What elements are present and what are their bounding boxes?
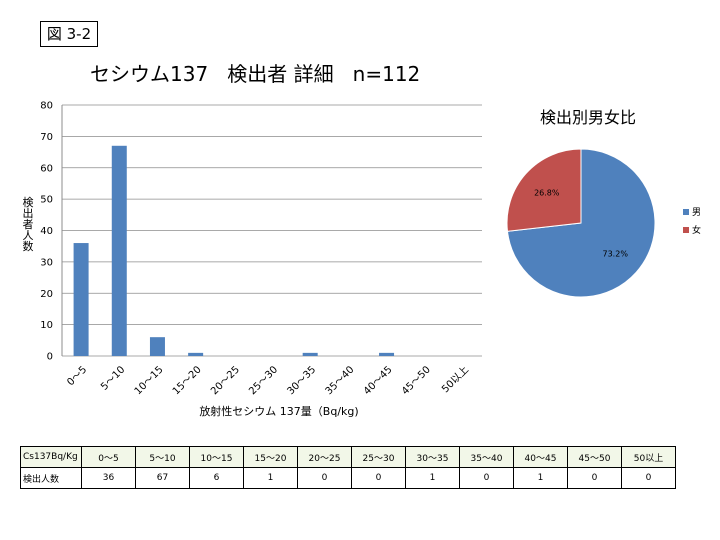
table-cell: 0 (459, 467, 514, 489)
table-cell: 0 (297, 467, 352, 489)
table-cell: 0 (567, 467, 622, 489)
pie-data-label: 26.8% (534, 188, 560, 197)
bar (149, 337, 165, 356)
pie-chart: 73.2% 26.8% 男女 (506, 148, 701, 298)
table-cell: 67 (135, 467, 190, 489)
table-cell: 0 (621, 467, 676, 489)
table-cell: 1 (513, 467, 568, 489)
table-header-label: Cs137Bq/Kg (20, 446, 82, 468)
table-header-cell: 25～30 (351, 446, 406, 468)
table-cell: 36 (81, 467, 136, 489)
y-tick-label: 60 (40, 163, 53, 174)
bar (188, 352, 204, 356)
bar (379, 352, 395, 356)
legend-label: 女 (692, 224, 701, 236)
y-tick-label: 70 (40, 132, 53, 143)
bar (73, 243, 89, 356)
y-tick-label: 50 (40, 195, 53, 206)
legend-swatch (683, 209, 689, 215)
y-tick-label: 0 (47, 352, 53, 363)
table-header-cell: 40～45 (513, 446, 568, 468)
table-cell: 1 (243, 467, 298, 489)
figure-label: 図 3-2 (40, 21, 98, 47)
legend-label: 男 (692, 207, 701, 218)
table-header-cell: 50以上 (621, 446, 676, 468)
pie-slice (506, 148, 582, 232)
y-tick-label: 30 (40, 257, 53, 268)
table-row-label: 検出人数 (20, 467, 82, 489)
table-header-cell: 30～35 (405, 446, 460, 468)
table-row: 検出人数 36 67 6 1 0 0 1 0 1 0 0 (20, 467, 676, 489)
table-header-cell: 45～50 (567, 446, 622, 468)
chart-title: セシウム137 検出者 詳細 n=112 (90, 62, 421, 86)
y-tick-label: 40 (40, 226, 53, 237)
y-tick-label: 20 (40, 289, 53, 300)
table-header-row: Cs137Bq/Kg 0～5 5～10 10～15 15～20 20～25 25～30 30～… (20, 446, 676, 468)
y-tick-label: 80 (40, 101, 53, 112)
y-tick-label: 10 (40, 320, 53, 331)
table-header-cell: 0～5 (81, 446, 136, 468)
table-header-cell: 5～10 (135, 446, 190, 468)
bar (111, 145, 127, 356)
pie-data-label: 73.2% (603, 250, 629, 259)
pie-title: 検出別男女比 (540, 108, 637, 127)
table-cell: 1 (405, 467, 460, 489)
data-table: Cs137Bq/Kg 0～5 5～10 10～15 15～20 20～25 25～30 30～… (20, 446, 676, 489)
table-cell: 6 (189, 467, 244, 489)
table-header-cell: 35～40 (459, 446, 514, 468)
table-header-cell: 10～15 (189, 446, 244, 468)
table-cell: 0 (351, 467, 406, 489)
table-header-cell: 15～20 (243, 446, 298, 468)
legend-swatch (683, 227, 689, 233)
y-axis-label: 検出者人数 (23, 195, 34, 253)
table-header-cell: 20～25 (297, 446, 352, 468)
bar (302, 352, 318, 356)
x-axis-label: 放射性セシウム 137量（Bq/kg) (199, 404, 358, 418)
